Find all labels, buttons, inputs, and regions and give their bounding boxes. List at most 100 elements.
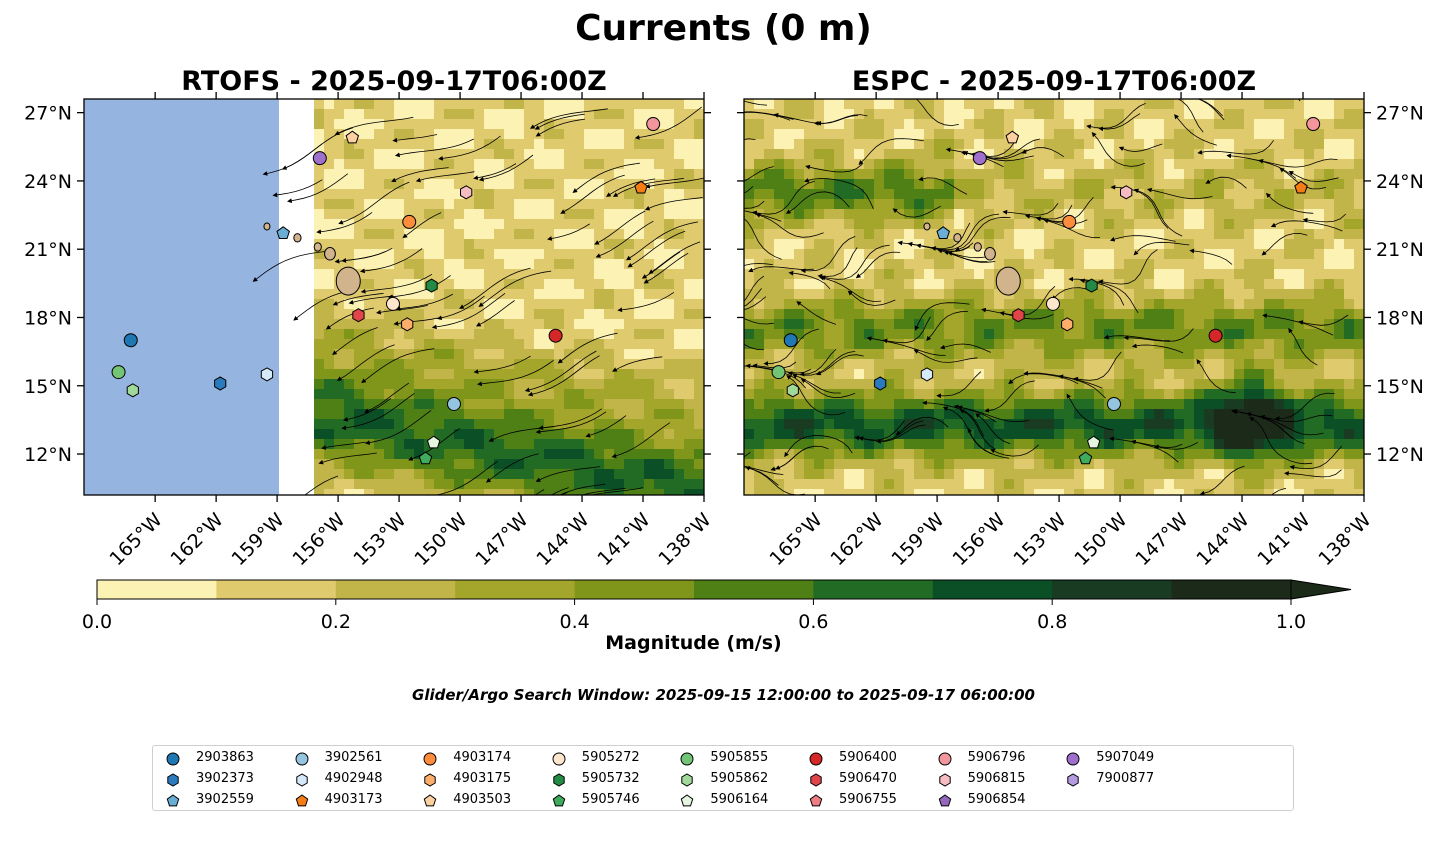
speed-cell: [894, 219, 905, 230]
speed-cell: [1274, 349, 1285, 360]
speed-cell: [1064, 259, 1075, 270]
streamline: [1058, 374, 1106, 399]
speed-cell: [654, 399, 665, 410]
speed-cell: [854, 229, 865, 240]
speed-cell: [664, 409, 675, 420]
speed-cell: [1174, 379, 1185, 390]
speed-cell: [504, 429, 515, 440]
speed-cell: [394, 259, 405, 270]
speed-cell: [954, 399, 965, 410]
speed-cell: [754, 119, 765, 130]
legend-label: 5906755: [839, 792, 897, 807]
speed-cell: [674, 189, 685, 200]
speed-cell: [1034, 479, 1045, 490]
speed-cell: [604, 319, 615, 330]
speed-cell: [484, 159, 495, 170]
streamline: [784, 435, 853, 458]
speed-cell: [474, 479, 485, 490]
speed-cell: [384, 149, 395, 160]
speed-cell: [1234, 389, 1245, 400]
speed-cell: [904, 329, 915, 340]
speed-cell: [364, 399, 375, 410]
speed-cell: [664, 339, 675, 350]
speed-cell: [754, 159, 765, 170]
speed-cell: [784, 229, 795, 240]
speed-cell: [1324, 149, 1335, 160]
speed-cell: [844, 449, 855, 460]
speed-cell: [334, 299, 345, 310]
speed-cell: [414, 179, 425, 190]
speed-cell: [544, 379, 555, 390]
speed-cell: [924, 349, 935, 360]
speed-cell: [1124, 369, 1135, 380]
speed-cell: [474, 149, 485, 160]
speed-cell: [1254, 189, 1265, 200]
speed-cell: [964, 319, 975, 330]
speed-cell: [1314, 349, 1325, 360]
speed-cell: [1124, 429, 1135, 440]
colorbar-segment: [335, 580, 456, 599]
speed-cell: [1094, 389, 1105, 400]
speed-cell: [1244, 189, 1255, 200]
speed-cell: [394, 139, 405, 150]
speed-cell: [614, 219, 625, 230]
speed-cell: [334, 329, 345, 340]
speed-cell: [744, 229, 755, 240]
speed-cell: [1214, 229, 1225, 240]
speed-cell: [1314, 189, 1325, 200]
speed-cell: [354, 289, 365, 300]
x-tick-label: 156°W: [948, 509, 1009, 570]
speed-cell: [1274, 189, 1285, 200]
speed-cell: [904, 279, 915, 290]
speed-cell: [894, 309, 905, 320]
speed-cell: [934, 199, 945, 210]
speed-cell: [774, 479, 785, 490]
speed-cell: [1264, 409, 1275, 420]
speed-cell: [524, 349, 535, 360]
speed-cell: [934, 419, 945, 430]
speed-cell: [914, 469, 925, 480]
speed-cell: [544, 309, 555, 320]
speed-cell: [1224, 99, 1235, 110]
speed-cell: [614, 479, 625, 490]
speed-cell: [1284, 299, 1295, 310]
speed-cell: [1094, 319, 1105, 330]
speed-cell: [394, 269, 405, 280]
speed-cell: [1114, 449, 1125, 460]
speed-cell: [1134, 429, 1145, 440]
speed-cell: [814, 379, 825, 390]
speed-cell: [1344, 379, 1355, 390]
speed-cell: [1334, 109, 1345, 120]
speed-cell: [414, 449, 425, 460]
speed-cell: [1084, 139, 1095, 150]
speed-cell: [744, 269, 755, 280]
speed-cell: [954, 319, 965, 330]
speed-cell: [1234, 169, 1245, 180]
speed-cell: [1044, 329, 1055, 340]
speed-cell: [1274, 169, 1285, 180]
speed-cell: [554, 139, 565, 150]
speed-cell: [1124, 329, 1135, 340]
speed-cell: [1344, 359, 1355, 370]
speed-cell: [864, 449, 875, 460]
speed-cell: [1034, 129, 1045, 140]
speed-cell: [404, 479, 415, 490]
speed-cell: [534, 189, 545, 200]
speed-cell: [664, 379, 675, 390]
speed-cell: [1204, 319, 1215, 330]
speed-cell: [324, 439, 335, 450]
speed-cell: [904, 299, 915, 310]
speed-cell: [754, 199, 765, 210]
speed-cell: [754, 379, 765, 390]
speed-cell: [764, 469, 775, 480]
speed-cell: [774, 309, 785, 320]
speed-cell: [994, 469, 1005, 480]
map-frame-rtofs: [83, 98, 705, 496]
speed-cell: [314, 469, 325, 480]
speed-cell: [694, 149, 704, 160]
speed-cell: [674, 139, 685, 150]
speed-cell: [1094, 229, 1105, 240]
speed-cell: [414, 159, 425, 170]
speed-cell: [1024, 429, 1035, 440]
streamline: [535, 118, 586, 137]
